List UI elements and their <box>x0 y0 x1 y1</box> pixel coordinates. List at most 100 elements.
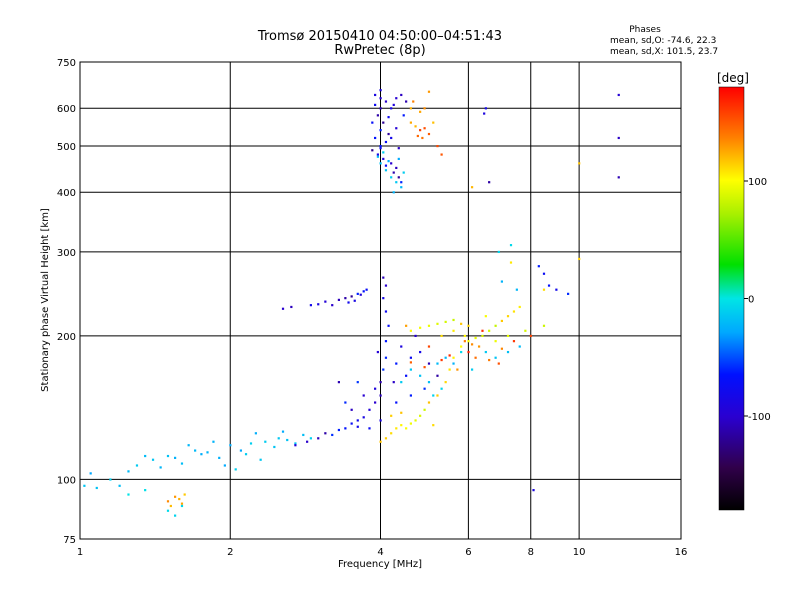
scatter-point <box>436 374 439 377</box>
scatter-point <box>344 297 347 300</box>
scatter-point <box>212 440 215 443</box>
scatter-point <box>481 334 484 338</box>
scatter-point <box>356 381 359 384</box>
scatter-point <box>484 315 487 318</box>
scatter-point <box>419 129 422 132</box>
stats-line-o: mean, sd,O: -74.6, 22.3 <box>610 36 716 46</box>
y-tick-label: 750 <box>57 58 76 69</box>
scatter-point <box>127 493 130 496</box>
x-tick-label: 2 <box>227 547 233 558</box>
scatter-point <box>547 284 551 287</box>
scatter-point <box>421 136 424 140</box>
scatter-point <box>382 121 385 124</box>
scatter-point <box>532 489 535 492</box>
scatter-point <box>374 93 377 97</box>
scatter-point <box>484 107 487 110</box>
scatter-point <box>419 350 422 354</box>
scatter-point <box>467 340 470 343</box>
scatter-point <box>409 107 412 110</box>
scatter-point <box>467 350 470 354</box>
scatter-point <box>374 136 377 140</box>
scatter-point <box>368 408 371 411</box>
scatter-point <box>512 310 516 313</box>
scatter-point <box>467 324 470 327</box>
y-tick-label: 100 <box>57 475 76 486</box>
scatter-point <box>477 345 481 348</box>
scatter-point <box>400 181 403 184</box>
scatter-point <box>395 427 398 430</box>
scatter-point <box>206 451 209 454</box>
scatter-point <box>384 140 388 144</box>
scatter-point <box>405 374 408 377</box>
scatter-point <box>409 361 412 364</box>
scatter-point <box>371 121 374 124</box>
scatter-point <box>567 292 570 295</box>
scatter-point <box>89 472 92 475</box>
scatter-point <box>368 427 371 430</box>
scatter-point <box>460 345 463 348</box>
scatter-point <box>518 305 521 309</box>
scatter-point <box>382 297 385 300</box>
scatter-point <box>294 444 297 447</box>
scatter-point <box>379 147 382 150</box>
scatter-point <box>481 329 484 332</box>
scatter-point <box>350 408 353 411</box>
scatter-point <box>344 427 347 430</box>
scatter-point <box>382 157 385 161</box>
scatter-point <box>379 89 382 92</box>
scatter-point <box>324 432 327 435</box>
x-tick-label: 6 <box>465 547 471 558</box>
scatter-point <box>432 394 435 397</box>
colorbar-tick-label: 0 <box>748 295 754 306</box>
scatter-point <box>317 303 320 306</box>
colorbar-tick-label: -100 <box>748 412 771 423</box>
scatter-point <box>178 497 181 501</box>
scatter-point <box>578 162 581 165</box>
scatter-point <box>500 347 504 350</box>
scatter-point <box>374 103 377 107</box>
scatter-point <box>436 362 439 365</box>
scatter-point <box>405 427 408 430</box>
scatter-point <box>95 486 98 490</box>
scatter-point <box>83 484 86 487</box>
scatter-point <box>390 176 393 179</box>
scatter-point <box>244 453 248 456</box>
scatter-point <box>390 162 393 165</box>
stats-heading: Phases <box>629 25 661 35</box>
scatter-point <box>306 440 309 443</box>
scatter-point <box>400 93 403 97</box>
scatter-point <box>166 509 170 512</box>
scatter-point <box>173 495 177 498</box>
scatter-point <box>173 456 177 459</box>
y-tick-label: 300 <box>57 248 76 259</box>
scatter-point <box>470 343 474 346</box>
scatter-point <box>395 181 398 184</box>
scatter-point <box>423 127 426 130</box>
scatter-point <box>395 97 398 100</box>
scatter-point <box>488 181 491 184</box>
scatter-point <box>229 444 232 447</box>
scatter-point <box>412 100 415 103</box>
scatter-point <box>617 93 620 97</box>
scatter-point <box>382 276 385 279</box>
scatter-point <box>166 454 170 458</box>
scatter-point <box>518 345 521 348</box>
scatter-point <box>344 401 347 404</box>
scatter-point <box>474 336 477 340</box>
scatter-point <box>409 356 412 359</box>
scatter-point <box>337 428 341 432</box>
scatter-point <box>436 394 439 397</box>
scatter-point <box>537 265 540 268</box>
scatter-point <box>460 322 463 325</box>
scatter-point <box>488 329 491 332</box>
scatter-point <box>234 468 237 471</box>
scatter-point <box>384 164 388 167</box>
scatter-point <box>294 442 297 445</box>
scatter-point <box>362 416 365 419</box>
scatter-point <box>436 144 439 148</box>
scatter-point <box>347 301 350 304</box>
scatter-point <box>379 129 382 132</box>
scatter-point <box>395 127 398 130</box>
scatter-point <box>254 432 257 435</box>
scatter-point <box>432 121 435 124</box>
